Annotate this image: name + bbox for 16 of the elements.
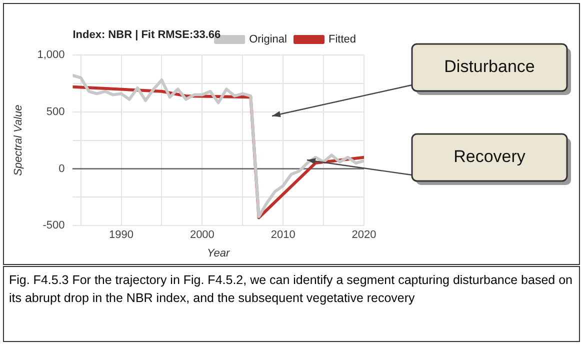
y-tick-label: -500: [42, 220, 65, 232]
legend-label: Original: [249, 34, 287, 46]
y-axis-title: Spectral Value: [12, 104, 25, 176]
chart-title: Index: NBR | Fit RMSE:33.66: [72, 29, 221, 41]
x-tick-label: 2010: [270, 229, 296, 242]
text: Recovery: [454, 147, 526, 166]
y-tick-label: 0: [58, 162, 65, 175]
x-tick-label: 2000: [190, 229, 214, 242]
caption: Fig. F4.5.3 For the trajectory in Fig. F4.5.2, we can identify a segment capturing disturbance based on its abrupt drop in the NBR index, and the subsequent vegetative recovery: [3, 266, 580, 342]
x-tick-label: 1990: [109, 229, 134, 242]
x-axis-title: Year: [207, 247, 232, 260]
y-tick-label: 500: [46, 106, 65, 118]
legend-label: Fitted: [328, 34, 356, 46]
x-tick-label: 2020: [352, 229, 376, 242]
text: Disturbance: [444, 57, 535, 76]
y-tick-label: 1,000: [37, 49, 65, 62]
